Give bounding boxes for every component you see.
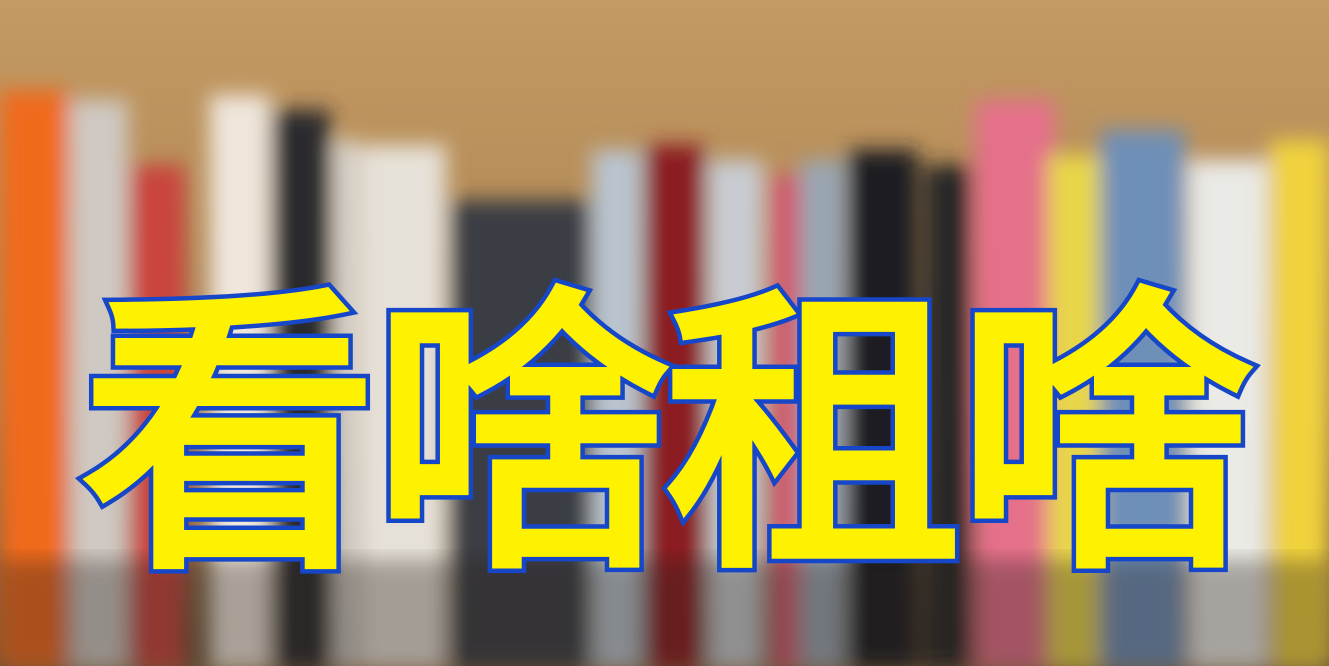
title-text: 看啥租啥: [76, 263, 1259, 612]
book-spine: [335, 140, 355, 666]
title-container: 看啥租啥: [0, 263, 1329, 628]
shelf-bottom-shadow: [0, 560, 1329, 666]
